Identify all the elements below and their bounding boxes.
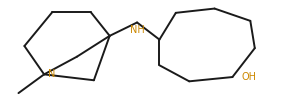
- Text: N: N: [48, 69, 55, 79]
- Text: OH: OH: [241, 72, 256, 82]
- Text: NH: NH: [130, 25, 145, 35]
